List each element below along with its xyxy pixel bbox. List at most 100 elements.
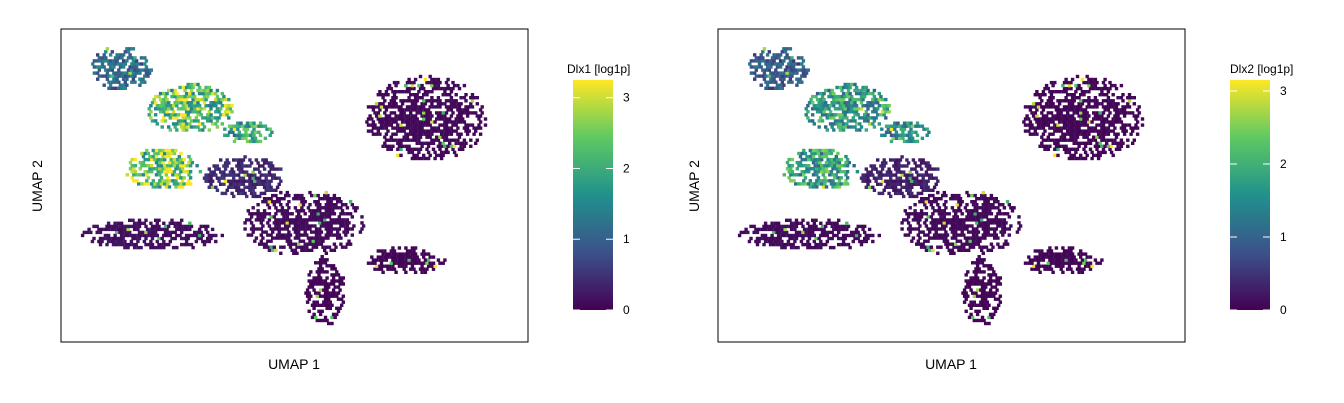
data-point [149,227,153,232]
data-point [243,173,247,177]
data-point [919,191,924,196]
data-point [193,125,197,129]
data-point [955,209,959,213]
data-point [936,233,940,237]
data-point [1111,153,1115,158]
data-point [250,130,255,134]
data-point [360,221,364,225]
data-point [374,114,379,118]
data-point [877,122,881,126]
data-point [848,97,852,102]
data-point [1048,132,1052,136]
data-point [188,110,192,114]
data-point [470,111,475,115]
data-point [295,197,299,201]
data-point [123,245,127,250]
data-point [1053,153,1057,158]
data-point [1061,252,1065,256]
data-point [133,164,138,168]
data-point [950,193,955,198]
data-point [1075,147,1080,151]
data-point [813,164,817,168]
data-point [142,239,147,244]
data-point [138,173,142,177]
data-point [270,130,274,134]
data-point [775,83,780,87]
data-point [931,200,935,204]
data-point [770,233,774,238]
data-point [1061,90,1065,94]
data-point [366,105,371,109]
data-point [840,88,844,93]
data-point [217,179,221,183]
data-point [330,279,334,283]
data-point [1070,258,1075,262]
data-point [919,245,924,249]
data-point [845,170,850,174]
data-point [144,218,148,222]
data-point [157,94,161,99]
data-point [322,282,326,286]
data-point [152,97,156,102]
data-point [1077,108,1081,112]
data-point [1106,126,1111,130]
data-point [209,176,213,180]
data-point [921,230,925,234]
data-point [210,233,215,238]
data-point [156,182,160,186]
data-point [973,206,977,210]
data-point [977,261,981,265]
data-point [263,136,268,140]
data-point [1064,252,1068,256]
data-point [839,157,843,162]
data-point [979,300,983,304]
data-point [402,129,406,133]
data-point [900,191,904,196]
data-point [903,185,907,189]
data-point [173,230,177,235]
data-point [762,224,766,229]
data-point [770,227,774,232]
data-point [269,239,273,243]
data-point [155,221,159,225]
data-point [446,132,450,136]
data-point [207,179,211,183]
data-point [186,236,190,241]
data-point [301,245,306,249]
data-point [819,221,823,225]
data-point [1046,99,1050,103]
data-point [993,273,998,277]
data-point [223,191,228,196]
data-point [822,227,826,232]
data-point [162,227,166,232]
data-point [197,85,202,90]
data-point [332,248,337,252]
data-point [793,245,797,250]
data-point [874,179,878,183]
data-point [800,157,804,162]
data-point [102,65,106,69]
data-point [864,110,868,114]
data-point [955,221,959,225]
data-point [118,83,123,87]
data-point [193,94,197,99]
data-point [846,82,851,87]
data-point [184,122,189,126]
data-point [835,221,839,225]
data-point [124,224,129,229]
data-point [818,179,822,183]
data-point [1062,249,1067,253]
data-point [887,167,891,171]
data-point [1070,102,1075,106]
data-point [330,321,334,326]
data-point [833,182,837,186]
data-point [975,258,980,262]
data-point [833,157,837,162]
data-point [815,173,819,177]
data-point [1137,105,1141,109]
data-point [957,248,961,252]
data-point [158,110,163,114]
data-point [1116,108,1120,112]
data-point [800,80,804,84]
data-point [176,164,180,168]
